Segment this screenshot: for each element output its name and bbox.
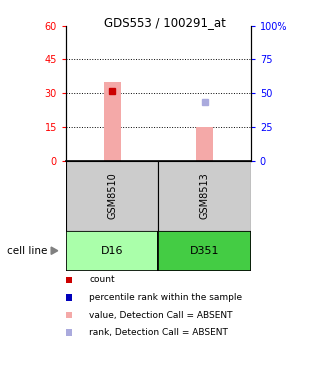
Bar <box>158 231 251 271</box>
Text: cell line: cell line <box>7 246 47 256</box>
Text: GSM8510: GSM8510 <box>107 172 117 219</box>
Bar <box>104 82 120 161</box>
Text: GSM8513: GSM8513 <box>200 172 210 219</box>
Text: rank, Detection Call = ABSENT: rank, Detection Call = ABSENT <box>89 328 228 337</box>
Bar <box>66 161 158 231</box>
Bar <box>196 127 213 161</box>
Text: value, Detection Call = ABSENT: value, Detection Call = ABSENT <box>89 311 233 320</box>
Text: D16: D16 <box>101 246 123 256</box>
Bar <box>66 231 158 271</box>
Bar <box>158 161 251 231</box>
Text: GDS553 / 100291_at: GDS553 / 100291_at <box>104 16 226 30</box>
Text: percentile rank within the sample: percentile rank within the sample <box>89 293 242 302</box>
Text: D351: D351 <box>190 246 219 256</box>
Text: count: count <box>89 276 115 284</box>
